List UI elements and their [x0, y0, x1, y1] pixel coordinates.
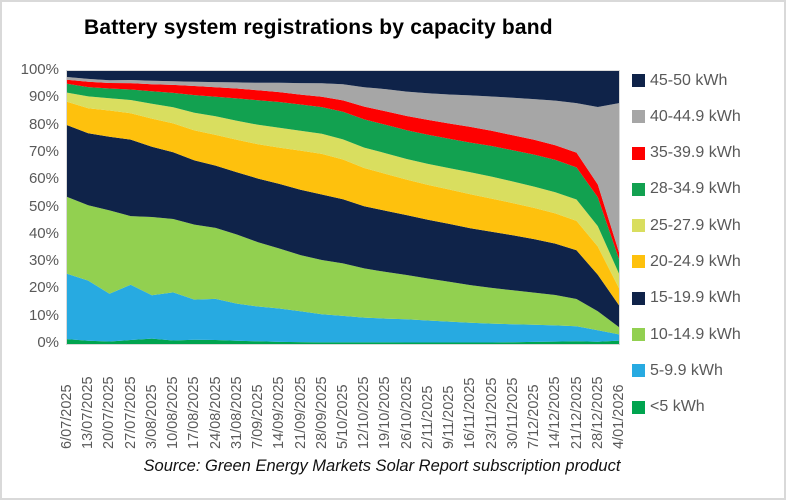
chart-legend: 45-50 kWh 40-44.9 kWh 35-39.9 kWh 28-34.9 k…: [632, 69, 741, 432]
legend-label: 28-34.9 kWh: [650, 180, 741, 198]
x-tick-label: 23/11/2025: [483, 377, 500, 450]
x-tick-label: 17/08/2025: [186, 376, 203, 449]
y-tick-label: 0%: [37, 334, 59, 351]
x-tick-label: 21/12/2025: [568, 376, 585, 449]
x-tick-label: 30/11/2025: [504, 377, 521, 450]
y-tick-label: 70%: [28, 142, 59, 160]
x-tick-label: 7/09/2025: [250, 384, 267, 449]
source-attribution: Source: Green Energy Markets Solar Repor…: [143, 457, 621, 475]
x-tick-label: 7/12/2025: [526, 384, 543, 449]
band-28-34-9-kwh: [67, 83, 619, 274]
y-tick-label: 100%: [20, 61, 59, 78]
x-tick-label: 9/11/2025: [441, 385, 458, 449]
x-tick-label: 28/09/2025: [313, 376, 330, 449]
x-tick-label: 6/07/2025: [59, 384, 75, 449]
band--5-kwh: [67, 338, 619, 344]
legend-label: 40-44.9 kWh: [650, 107, 741, 125]
legend-swatch-icon: [632, 364, 645, 378]
x-tick-label: 28/12/2025: [589, 376, 606, 449]
y-tick-label: 80%: [28, 115, 59, 133]
x-tick-label: 31/08/2025: [228, 376, 245, 449]
legend-swatch-icon: [632, 328, 645, 342]
legend-label: 20-24.9 kWh: [650, 252, 741, 270]
band-15-19-9-kwh: [67, 125, 619, 328]
x-tick-label: 3/08/2025: [143, 384, 160, 449]
x-tick-label: 2/11/2025: [419, 385, 436, 449]
legend-swatch-icon: [632, 219, 645, 233]
y-tick-label: 90%: [28, 88, 59, 106]
y-tick-label: 10%: [28, 306, 59, 324]
legend-swatch-icon: [632, 291, 645, 305]
legend-label: 45-50 kWh: [650, 71, 728, 89]
x-tick-label: 14/09/2025: [271, 376, 288, 449]
band-10-14-9-kwh: [67, 196, 619, 335]
band-5-9-9-kwh: [67, 273, 619, 343]
legend-swatch-icon: [632, 146, 645, 160]
legend-swatch-icon: [632, 74, 645, 87]
x-tick-label: 14/12/2025: [547, 376, 564, 449]
y-tick-label: 50%: [28, 197, 59, 215]
legend-label: <5 kWh: [650, 398, 705, 416]
legend-item: 15-19.9 kWh: [632, 287, 741, 310]
stacked-area-svg: [67, 71, 619, 344]
legend-item: 25-27.9 kWh: [632, 214, 741, 237]
legend-swatch-icon: [632, 110, 645, 124]
legend-item: 5-9.9 kWh: [632, 359, 741, 382]
x-tick-label: 21/09/2025: [292, 376, 309, 449]
x-tick-label: 5/10/2025: [335, 384, 351, 449]
legend-label: 15-19.9 kWh: [650, 289, 741, 307]
legend-item: 45-50 kWh: [632, 69, 741, 92]
chart-title: Battery system registrations by capacity…: [84, 16, 553, 39]
legend-swatch-icon: [632, 400, 645, 414]
x-tick-label: 10/08/2025: [165, 376, 182, 449]
legend-item: 28-34.9 kWh: [632, 178, 741, 201]
x-tick-label: 26/10/2025: [398, 376, 415, 449]
band-20-24-9-kwh: [67, 101, 619, 306]
legend-item: 10-14.9 kWh: [632, 323, 741, 346]
legend-label: 35-39.9 kWh: [650, 144, 741, 162]
y-tick-label: 20%: [28, 279, 59, 297]
legend-label: 5-9.9 kWh: [650, 361, 723, 379]
legend-item: 20-24.9 kWh: [632, 250, 741, 273]
x-tick-label: 13/07/2025: [80, 376, 97, 449]
legend-label: 25-27.9 kWh: [650, 216, 741, 234]
legend-swatch-icon: [632, 255, 645, 269]
x-tick-label: 27/07/2025: [122, 376, 139, 449]
legend-item: 35-39.9 kWh: [632, 142, 741, 165]
x-tick-label: 4/01/2026: [611, 384, 627, 449]
y-tick-label: 60%: [28, 170, 59, 188]
band-45-50-kwh: [67, 71, 619, 107]
legend-item: 40-44.9 kWh: [632, 105, 741, 128]
stacked-area-chart: [66, 70, 620, 345]
y-tick-label: 40%: [28, 224, 59, 242]
x-tick-label: 12/10/2025: [356, 376, 373, 449]
x-tick-label: 24/08/2025: [207, 376, 224, 449]
y-tick-label: 30%: [28, 252, 59, 270]
band-40-44-9-kwh: [67, 77, 619, 253]
x-tick-label: 16/11/2025: [462, 377, 479, 450]
x-tick-label: 20/07/2025: [101, 376, 118, 449]
band-25-27-9-kwh: [67, 92, 619, 289]
legend-item: <5 kWh: [632, 396, 741, 419]
legend-swatch-icon: [632, 182, 645, 196]
x-tick-label: 19/10/2025: [377, 376, 394, 449]
legend-label: 10-14.9 kWh: [650, 325, 741, 343]
